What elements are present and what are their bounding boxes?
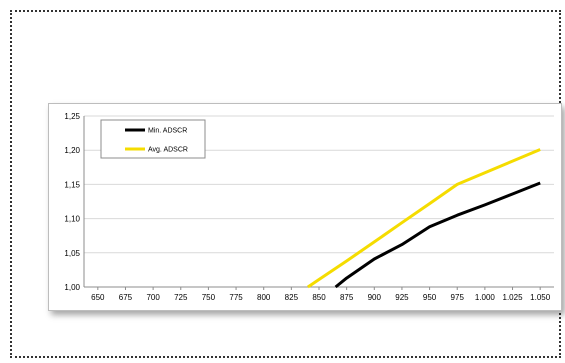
y-tick-label: 1,15	[64, 180, 80, 189]
x-tick-label: 750	[202, 293, 216, 302]
chart-container: 650 675 700 725 750 775 800 825 850 875 900 925 950 9…	[48, 103, 562, 311]
x-tick-label: 650	[91, 293, 105, 302]
x-tick-label: 850	[312, 293, 326, 302]
series-layer	[307, 148, 541, 289]
x-tick-label: 775	[229, 293, 243, 302]
y-tick-label: 1,10	[64, 215, 80, 224]
x-tick-label: 725	[174, 293, 188, 302]
x-tick-label: 1.025	[503, 293, 524, 302]
series-line-avg-adscr	[307, 148, 541, 289]
legend: Min. ADSCR Avg. ADSCR	[100, 119, 206, 159]
x-tick-label: 875	[340, 293, 354, 302]
series-line-min-adscr	[334, 181, 541, 289]
y-tick-label: 1,00	[64, 283, 80, 292]
x-axis: 650 675 700 725 750 775 800 825 850 875 900 925 950 9…	[91, 287, 551, 302]
x-tick-label: 900	[368, 293, 382, 302]
y-axis: 1,00 1,05 1,10 1,15 1,20 1,25	[64, 112, 85, 292]
line-chart: 650 675 700 725 750 775 800 825 850 875 900 925 950 9…	[64, 112, 554, 302]
y-tick-label: 1,25	[64, 112, 80, 121]
legend-label: Min. ADSCR	[148, 128, 187, 135]
x-tick-label: 975	[451, 293, 465, 302]
x-tick-label: 800	[257, 293, 271, 302]
legend-label: Avg. ADSCR	[148, 147, 188, 154]
x-tick-label: 1.050	[530, 293, 551, 302]
y-tick-label: 1,20	[64, 146, 80, 155]
x-tick-label: 925	[395, 293, 409, 302]
x-tick-label: 825	[285, 293, 299, 302]
x-tick-label: 700	[146, 293, 160, 302]
legend-box	[100, 119, 206, 159]
x-tick-label: 1.000	[475, 293, 496, 302]
y-tick-label: 1,05	[64, 249, 80, 258]
x-tick-label: 675	[119, 293, 133, 302]
x-tick-label: 950	[423, 293, 437, 302]
